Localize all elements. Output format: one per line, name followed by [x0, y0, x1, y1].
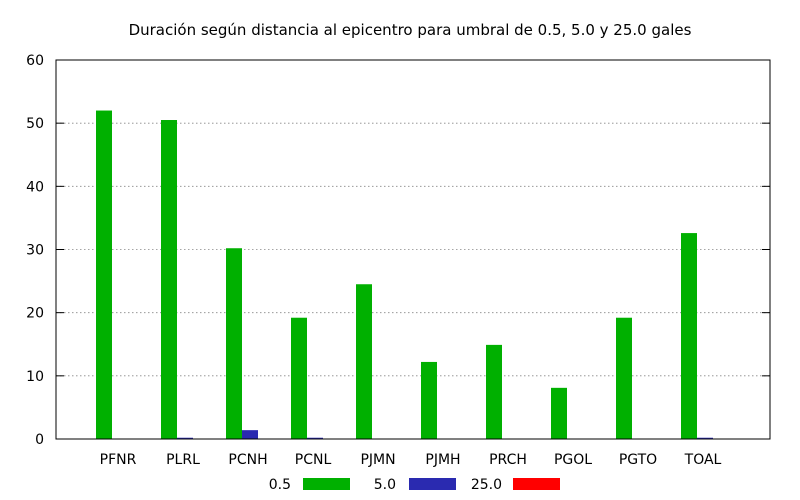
bar-5.0-PLRL [177, 437, 193, 439]
legend-swatch-0.5 [303, 478, 350, 490]
legend: 0.5 5.0 25.0 [269, 477, 560, 493]
bar-0.5-TOAL [681, 233, 697, 439]
bar-5.0-PCNL [307, 437, 323, 439]
x-tick-label: PJMN [360, 452, 395, 468]
bar-0.5-PGTO [616, 317, 632, 439]
bar-0.5-PCNL [291, 317, 307, 439]
x-tick-label: TOAL [684, 452, 722, 468]
bar-0.5-PJMN [356, 284, 372, 439]
x-tick-label: PGOL [554, 452, 592, 468]
bars [96, 110, 713, 440]
bar-0.5-PGOL [551, 387, 567, 439]
y-tick-label: 0 [35, 432, 44, 448]
x-tick-label: PJMH [425, 452, 460, 468]
legend-label-0.5: 0.5 [269, 477, 291, 493]
bar-0.5-PRCH [486, 344, 502, 439]
bar-0.5-PJMH [421, 361, 437, 439]
legend-label-5.0: 5.0 [374, 477, 396, 493]
bar-0.5-PCNH [226, 248, 242, 439]
y-tick-label: 10 [26, 369, 44, 385]
chart-title: Duración según distancia al epicentro pa… [129, 21, 692, 39]
x-tick-label: PLRL [166, 452, 200, 468]
bar-5.0-PCNH [242, 430, 258, 439]
bar-5.0-TOAL [697, 437, 713, 439]
y-tick-label: 20 [26, 306, 44, 322]
x-tick-label: PFNR [100, 452, 137, 468]
legend-swatch-5.0 [409, 478, 456, 490]
axis-ticks: 0 10 20 30 40 50 60 PFNR PLRL PCNH PCNL PJMN PJMH PRC… [26, 53, 770, 468]
bar-0.5-PFNR [96, 110, 112, 440]
y-tick-label: 40 [26, 179, 44, 195]
legend-label-25.0: 25.0 [471, 477, 502, 493]
x-tick-label: PCNL [295, 452, 332, 468]
x-tick-label: PRCH [489, 452, 527, 468]
y-tick-label: 50 [26, 116, 44, 132]
y-tick-label: 60 [26, 53, 44, 69]
bar-0.5-PLRL [161, 120, 177, 439]
y-tick-label: 30 [26, 243, 44, 259]
grid-lines [56, 122, 770, 377]
x-tick-label: PCNH [228, 452, 267, 468]
legend-swatch-25.0 [513, 478, 560, 490]
x-tick-label: PGTO [619, 452, 657, 468]
